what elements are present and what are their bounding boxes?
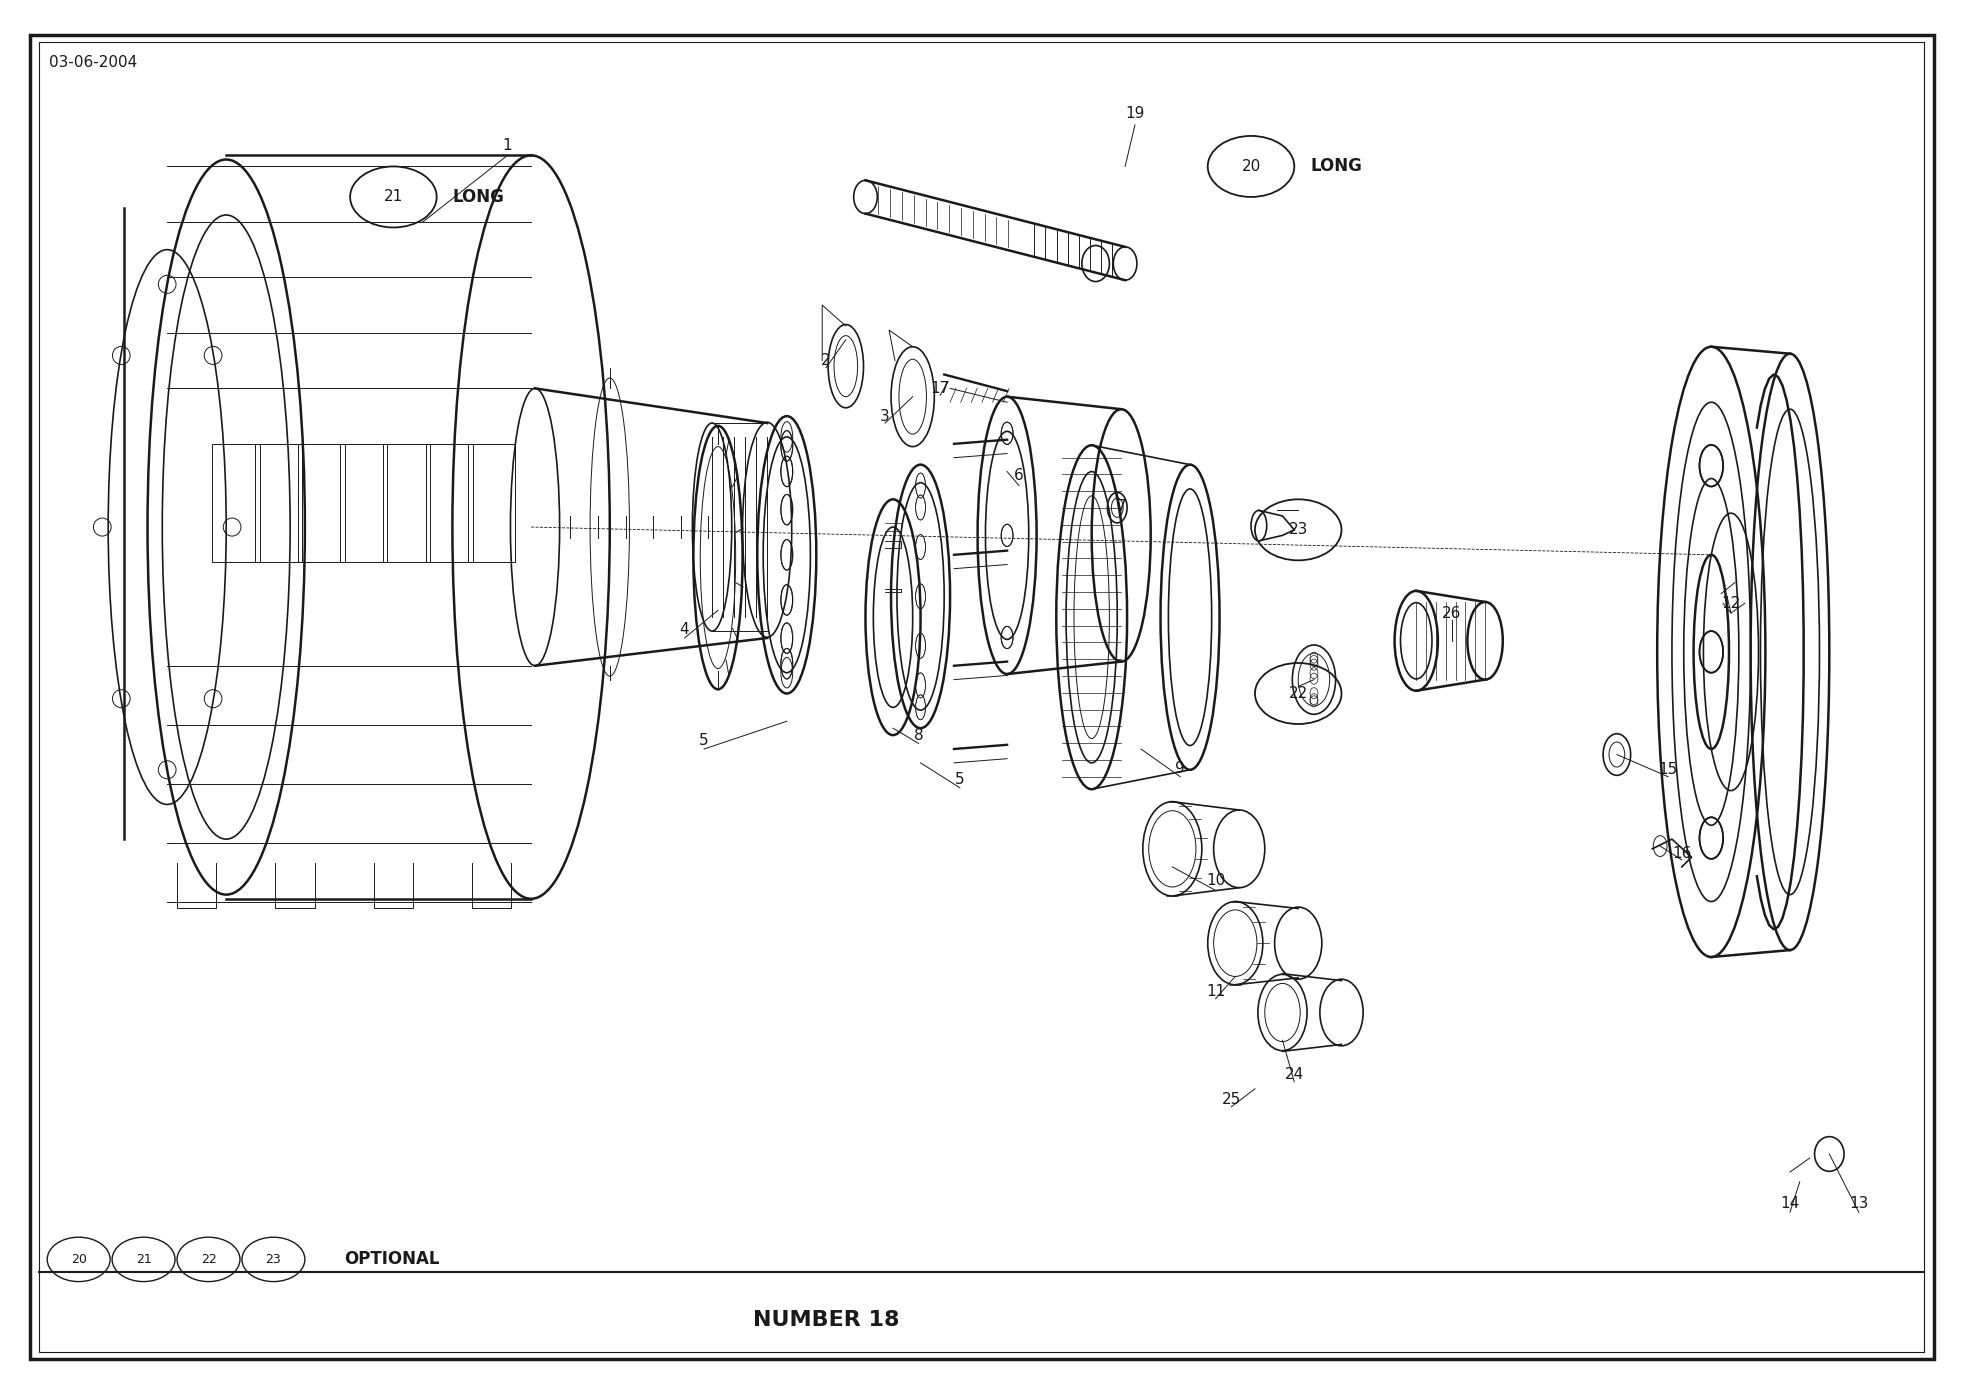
Text: 21: 21 bbox=[384, 190, 403, 204]
Text: 03-06-2004: 03-06-2004 bbox=[49, 55, 138, 71]
Text: 25: 25 bbox=[1222, 1093, 1241, 1107]
Text: 5: 5 bbox=[700, 734, 708, 748]
Text: 1: 1 bbox=[504, 139, 511, 153]
Text: 23: 23 bbox=[1288, 523, 1308, 537]
Text: 22: 22 bbox=[1288, 687, 1308, 700]
Text: 21: 21 bbox=[136, 1252, 151, 1266]
Text: 6: 6 bbox=[1015, 469, 1023, 483]
Text: 14: 14 bbox=[1780, 1197, 1800, 1211]
Text: 22: 22 bbox=[201, 1252, 216, 1266]
Text: LONG: LONG bbox=[452, 189, 504, 205]
Text: 7: 7 bbox=[1117, 499, 1125, 513]
Text: 5: 5 bbox=[956, 773, 964, 786]
Text: 20: 20 bbox=[1241, 160, 1261, 173]
Text: 16: 16 bbox=[1672, 846, 1692, 860]
Text: 4: 4 bbox=[681, 623, 688, 637]
Text: 23: 23 bbox=[266, 1252, 281, 1266]
Text: 24: 24 bbox=[1284, 1068, 1304, 1082]
Text: 20: 20 bbox=[71, 1252, 87, 1266]
Text: 19: 19 bbox=[1125, 107, 1145, 121]
Text: 13: 13 bbox=[1849, 1197, 1869, 1211]
Text: 26: 26 bbox=[1442, 606, 1461, 620]
Text: LONG: LONG bbox=[1310, 158, 1361, 175]
Text: OPTIONAL: OPTIONAL bbox=[344, 1251, 441, 1268]
Text: 3: 3 bbox=[881, 409, 889, 423]
Text: 15: 15 bbox=[1658, 763, 1678, 777]
Text: 9: 9 bbox=[1176, 761, 1184, 775]
Text: 8: 8 bbox=[915, 728, 923, 742]
Text: 12: 12 bbox=[1721, 596, 1741, 610]
Text: NUMBER 18: NUMBER 18 bbox=[753, 1311, 899, 1330]
Text: 2: 2 bbox=[822, 354, 830, 368]
Text: 17: 17 bbox=[930, 381, 950, 395]
Text: 10: 10 bbox=[1206, 874, 1225, 888]
Text: 11: 11 bbox=[1206, 985, 1225, 999]
